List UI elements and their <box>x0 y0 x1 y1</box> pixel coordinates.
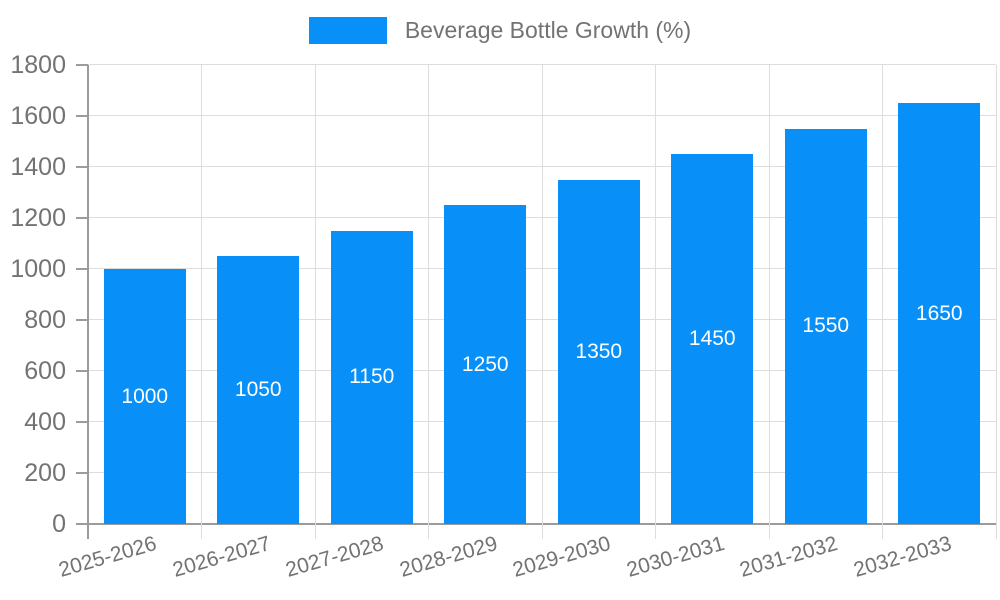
y-axis-tick <box>76 115 88 117</box>
bar-value-label: 1650 <box>915 301 963 325</box>
x-axis-tick-label: 2025-2026 <box>56 531 160 582</box>
gridline-vertical <box>655 65 656 539</box>
x-axis-tick-label: 2031-2032 <box>737 531 841 582</box>
y-axis-tick-label: 400 <box>24 408 66 436</box>
x-axis-tick-label: 2028-2029 <box>396 531 500 582</box>
legend-swatch-icon <box>308 17 387 44</box>
bar-value-label: 1050 <box>234 378 282 402</box>
bar-2025-2026[interactable] <box>103 269 186 524</box>
x-axis-tick-label: 2029-2030 <box>510 531 614 582</box>
gridline-vertical <box>428 65 429 539</box>
y-axis-tick <box>76 370 88 372</box>
gridline-vertical <box>541 65 543 539</box>
y-axis-tick-label: 600 <box>24 357 66 385</box>
y-axis-tick-label: 1200 <box>10 204 66 232</box>
gridline-vertical <box>882 65 883 539</box>
legend-label: Beverage Bottle Growth (%) <box>404 17 692 43</box>
x-axis-tick-label: 2030-2031 <box>623 531 727 582</box>
bar-value-label: 1250 <box>461 352 509 376</box>
y-axis-tick <box>76 268 88 270</box>
x-axis-tick-label: 2026-2027 <box>169 531 273 582</box>
y-axis-tick-label: 1400 <box>10 153 66 181</box>
bar-value-label: 1450 <box>688 327 736 351</box>
bar-value-label: 1150 <box>349 365 395 389</box>
y-axis-tick <box>76 217 88 219</box>
y-axis-tick-label: 1800 <box>10 51 66 79</box>
gridline-horizontal <box>88 64 996 65</box>
y-axis-tick-label: 1000 <box>10 255 66 283</box>
y-axis-tick <box>76 319 88 321</box>
y-axis-tick-label: 200 <box>24 459 66 487</box>
chart-legend[interactable]: Beverage Bottle Growth (%) <box>0 17 1000 44</box>
y-axis-tick-label: 1600 <box>10 102 66 130</box>
bar-2031-2032[interactable] <box>784 128 867 524</box>
y-axis-tick-label: 0 <box>52 510 66 538</box>
gridline-vertical <box>995 65 997 539</box>
y-axis-tick-label: 800 <box>24 306 66 334</box>
y-axis-tick <box>76 472 88 474</box>
bar-2032-2033[interactable] <box>898 103 981 524</box>
y-axis-tick <box>76 64 88 66</box>
y-axis-tick <box>76 523 88 525</box>
bar-2029-2030[interactable] <box>557 179 640 524</box>
y-axis-line <box>87 65 89 539</box>
x-axis-tick-label: 2027-2028 <box>283 531 387 582</box>
gridline-vertical <box>768 65 770 539</box>
bar-2027-2028[interactable] <box>330 230 413 524</box>
y-axis-tick <box>76 421 88 423</box>
y-axis-tick <box>76 166 88 168</box>
x-axis-tick-label: 2032-2033 <box>850 531 954 582</box>
bar-2030-2031[interactable] <box>671 154 754 524</box>
bar-value-label: 1000 <box>121 384 169 408</box>
bar-value-label: 1350 <box>575 339 623 363</box>
bar-2026-2027[interactable] <box>217 256 300 524</box>
gridline-vertical <box>314 65 316 539</box>
bar-value-label: 1550 <box>802 314 850 338</box>
gridline-vertical <box>201 65 202 539</box>
bar-2028-2029[interactable] <box>444 205 527 524</box>
